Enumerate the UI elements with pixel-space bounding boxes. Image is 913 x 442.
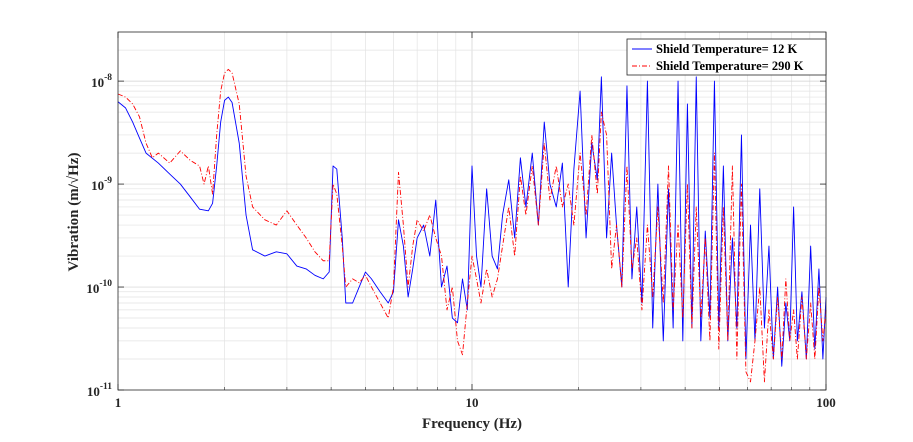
legend-label-12k: Shield Temperature= 12 K [656,42,798,56]
y-tick-label: 10-10 [86,279,112,296]
x-axis-label: Frequency (Hz) [422,416,522,432]
x-tick-label: 1 [115,395,122,410]
x-tick-label: 100 [816,395,836,410]
legend-label-290k: Shield Temperature= 290 K [656,59,804,73]
legend: Shield Temperature= 12 K Shield Temperat… [626,38,827,76]
ticks-layer: 1 10 100 10-11 10-10 10-9 10-8 [86,32,836,410]
series-layer [117,68,827,383]
y-axis-label: Vibration (m/√Hz) [66,153,82,272]
y-tick-label: 10-11 [87,382,112,399]
legend-box [626,38,827,76]
y-tick-label: 10-9 [91,176,112,193]
x-tick-label: 10 [466,395,479,410]
y-tick-label: 10-8 [91,73,112,90]
grid-layer [118,32,826,390]
series-line-12k [117,76,827,367]
